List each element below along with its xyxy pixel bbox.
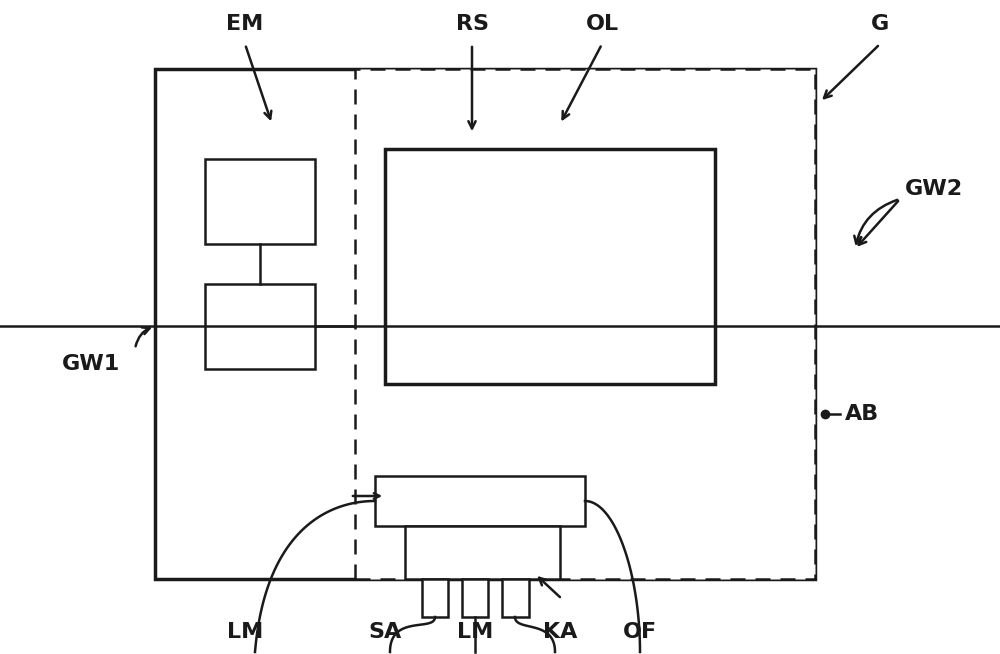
Bar	[502, 579, 528, 617]
Text: AB: AB	[845, 404, 879, 424]
Bar	[385, 149, 715, 384]
Text: GW1: GW1	[62, 354, 120, 374]
Text: SA: SA	[368, 622, 402, 642]
Bar	[205, 284, 315, 369]
Text: EM: EM	[226, 14, 264, 34]
Text: LM: LM	[457, 622, 493, 642]
Bar	[355, 69, 815, 579]
Text: OF: OF	[623, 622, 657, 642]
Text: RS: RS	[456, 14, 488, 34]
Bar	[205, 159, 315, 244]
Bar	[422, 579, 448, 617]
Text: G: G	[871, 14, 889, 34]
Bar	[462, 579, 488, 617]
Text: KA: KA	[543, 622, 577, 642]
Text: LM: LM	[227, 622, 263, 642]
Text: OL: OL	[585, 14, 619, 34]
Bar	[375, 476, 585, 526]
Bar	[405, 526, 560, 579]
Bar	[155, 69, 815, 579]
Text: GW2: GW2	[905, 179, 963, 199]
